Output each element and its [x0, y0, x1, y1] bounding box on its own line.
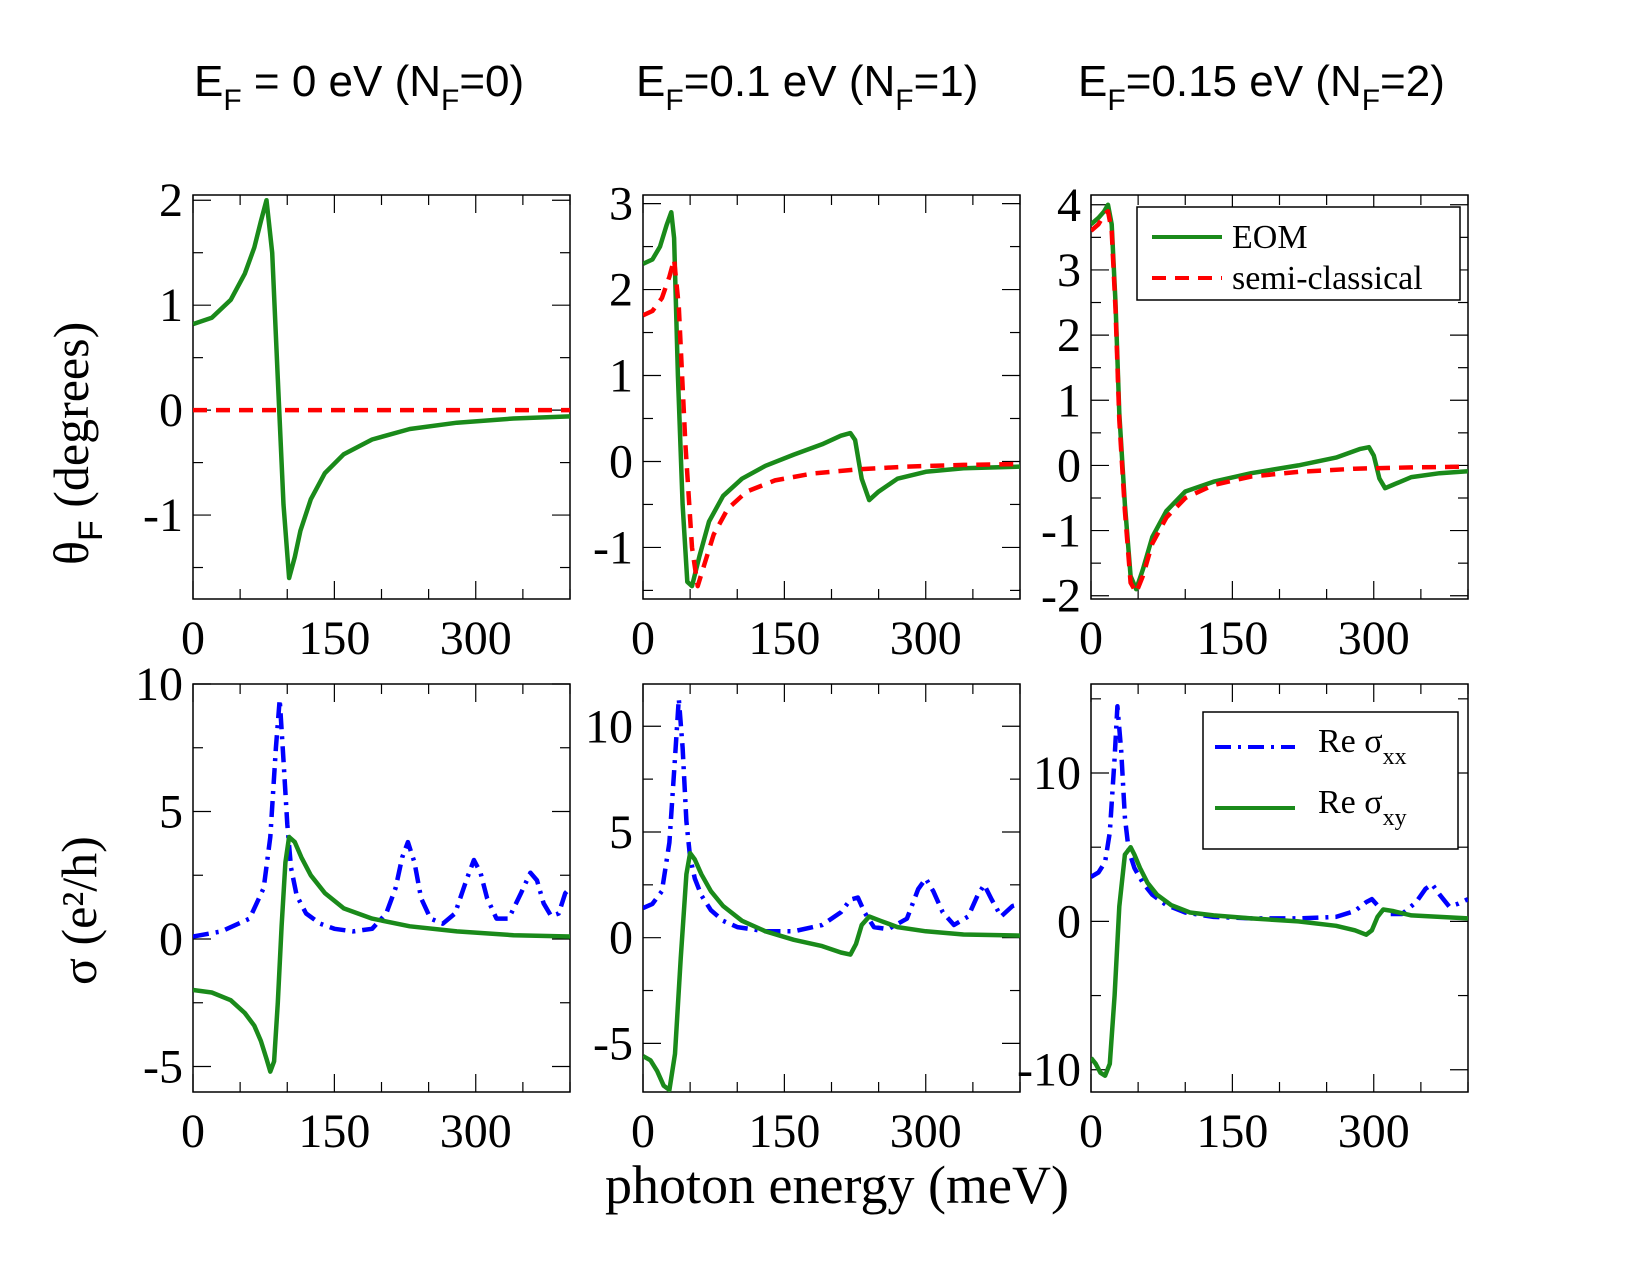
x-tick-label: 150	[748, 612, 820, 665]
legend-faraday: EOM semi-classical	[1136, 206, 1461, 301]
x-tick-label: 150	[298, 1105, 370, 1158]
series-line-semi-classical	[1091, 209, 1468, 595]
panel-sigma-ef015: 0 150 300 10 0 -10	[1017, 683, 1469, 1158]
x-tick-label: 0	[1079, 1105, 1103, 1158]
series-line-eom	[193, 197, 570, 581]
y-tick-label: 2	[609, 264, 633, 317]
y-tick-label: -1	[143, 489, 183, 542]
y-tick-label: -5	[143, 1041, 183, 1094]
x-tick-label: 150	[1196, 1105, 1268, 1158]
y-tick-label: -5	[593, 1017, 633, 1070]
y-tick-label: 5	[609, 806, 633, 859]
x-tick-label: 300	[440, 1105, 512, 1158]
series-line-re-xx	[643, 696, 1020, 934]
y-tick-label: 10	[135, 658, 183, 711]
y-tick-label: 4	[1057, 179, 1081, 232]
x-tick-label: 0	[181, 1105, 205, 1158]
y-tick-label: 0	[1057, 895, 1081, 948]
x-tick-label: 150	[1196, 612, 1268, 665]
y-tick-label: 0	[159, 913, 183, 966]
y-tick-label: 10	[585, 700, 633, 753]
x-tick-label: 300	[890, 1105, 962, 1158]
panel-theta-ef015: 0 150 300 4 3 2 1 0 -1 -2	[1041, 179, 1469, 665]
legend-sxx-label: Re σxx	[1318, 723, 1407, 770]
y-tick-label: 1	[609, 350, 633, 403]
y-tick-label: -10	[1017, 1044, 1081, 1097]
plot-frame	[642, 194, 1021, 600]
column-title-1: EF = 0 eV (NF=0)	[194, 57, 524, 117]
series-line-re-xy	[193, 834, 570, 1074]
legend-conductivity-box	[1202, 711, 1459, 850]
y-tick-label: -1	[1041, 505, 1081, 558]
x-tick-label: 300	[890, 612, 962, 665]
series-line-re-xy	[1091, 844, 1468, 1078]
y-axis-label-theta: θF (degrees)	[43, 322, 110, 565]
legend-conductivity: Re σxx Re σxy	[1202, 711, 1459, 850]
y-tick-label: -2	[1041, 570, 1081, 623]
panel-sigma-ef0: 0 150 300 10 5 0 -5	[135, 658, 571, 1158]
x-tick-label: 300	[440, 612, 512, 665]
panel-theta-ef01: 0 150 300 3 2 1 0 -1	[593, 178, 1021, 665]
y-tick-label: 10	[1033, 747, 1081, 800]
x-tick-label: 300	[1338, 1105, 1410, 1158]
legend-sxy-label: Re σxy	[1318, 784, 1407, 831]
y-tick-label: 0	[1057, 439, 1081, 492]
y-tick-label: 0	[609, 912, 633, 965]
x-tick-label: 150	[298, 612, 370, 665]
x-tick-label: 0	[631, 1105, 655, 1158]
y-tick-label: 1	[1057, 374, 1081, 427]
column-title-3: EF=0.15 eV (NF=2)	[1078, 57, 1445, 117]
series-line-eom	[1091, 202, 1468, 592]
column-title-2: EF=0.1 eV (NF=1)	[636, 57, 978, 117]
y-axis-label-sigma: σ (e²/h)	[51, 836, 107, 985]
legend-faraday-box	[1136, 206, 1461, 301]
y-tick-label: -1	[593, 521, 633, 574]
y-tick-label: 0	[609, 435, 633, 488]
series-line-re-xx	[193, 697, 570, 939]
series-line-re-xy	[643, 850, 1020, 1092]
y-tick-label: 1	[159, 279, 183, 332]
y-tick-label: 5	[159, 786, 183, 839]
legend-semi-label: semi-classical	[1232, 260, 1423, 297]
x-tick-label: 150	[748, 1105, 820, 1158]
panel-sigma-ef01: 0 150 300 10 5 0 -5	[585, 683, 1021, 1158]
x-axis-label: photon energy (meV)	[605, 1155, 1069, 1215]
x-tick-label: 0	[631, 612, 655, 665]
x-tick-label: 0	[181, 612, 205, 665]
series-line-semi-classical	[643, 257, 1020, 589]
series-line-eom	[643, 209, 1020, 589]
plot-frame	[192, 683, 571, 1093]
legend-eom-label: EOM	[1232, 219, 1308, 256]
y-tick-label: 0	[159, 384, 183, 437]
y-tick-label: 3	[609, 178, 633, 231]
y-tick-label: 3	[1057, 244, 1081, 297]
y-tick-label: 2	[159, 174, 183, 227]
x-tick-label: 0	[1079, 612, 1103, 665]
panel-theta-ef0: 0 150 300 2 1 0 -1	[143, 174, 571, 665]
x-tick-label: 300	[1338, 612, 1410, 665]
y-tick-label: 2	[1057, 309, 1081, 362]
